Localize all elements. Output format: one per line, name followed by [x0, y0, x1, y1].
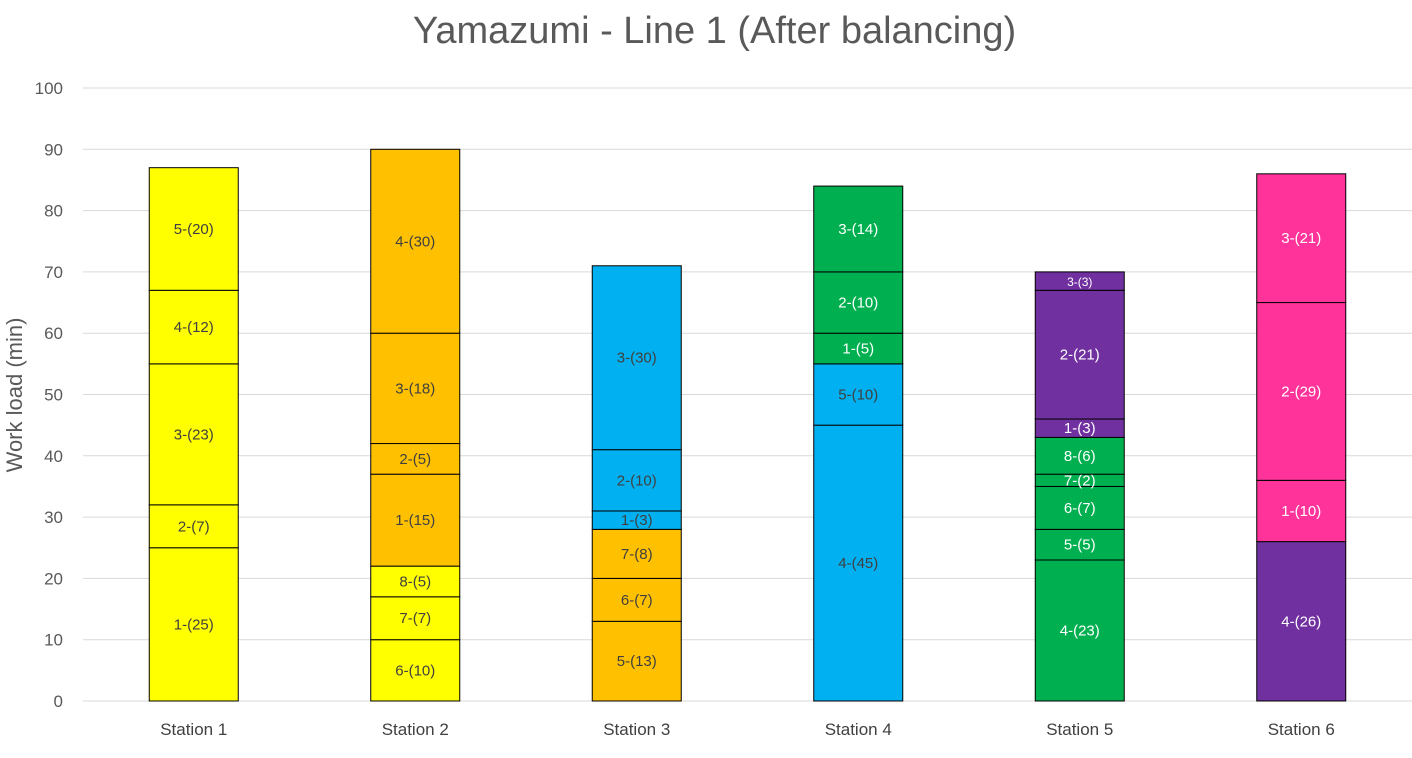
- bar-segment: [148, 363, 239, 506]
- segment-label: 4-(12): [174, 319, 214, 336]
- segment-label: 2-(10): [617, 472, 657, 489]
- bar-segment: [813, 271, 904, 334]
- segment-label: 2-(10): [838, 295, 878, 312]
- segment-label: 1-(10): [1281, 503, 1321, 520]
- bar-segment: [148, 167, 239, 291]
- bar-segment: [1034, 559, 1125, 702]
- y-tick-label: 70: [44, 263, 63, 282]
- segment-label: 1-(5): [842, 341, 874, 358]
- bar-segment: [1256, 302, 1347, 481]
- bar-segment: [148, 547, 239, 702]
- y-tick-label: 60: [44, 324, 63, 343]
- segment-label: 1-(3): [621, 512, 653, 529]
- segment-label: 3-(21): [1281, 230, 1321, 247]
- segment-label: 6-(7): [1064, 500, 1096, 517]
- bar-segment: [148, 289, 239, 365]
- stack-6: 4-(26) 1-(10) 2-(29) 3-(21): [1256, 173, 1347, 702]
- segment-label: 7-(8): [621, 546, 653, 563]
- bar-segment: [370, 596, 461, 641]
- segment-label: 4-(45): [838, 555, 878, 572]
- x-category-label: Station 6: [1268, 720, 1335, 739]
- segment-label: 3-(30): [617, 350, 657, 367]
- segment-label: 7-(2): [1064, 472, 1096, 489]
- bar-segment: [1256, 479, 1347, 543]
- segment-label: 5-(13): [617, 653, 657, 670]
- segment-label: 8-(5): [399, 573, 431, 590]
- segment-label: 2-(5): [399, 451, 431, 468]
- segment-label: 1-(3): [1064, 420, 1096, 437]
- segment-label: 8-(6): [1064, 448, 1096, 465]
- segment-label: 3-(3): [1067, 275, 1092, 289]
- bar-segment: [1256, 541, 1347, 702]
- y-tick-label: 0: [54, 692, 63, 711]
- bar-segment: [1034, 436, 1125, 475]
- y-tick-label: 80: [44, 202, 63, 221]
- stack-4: 4-(45) 5-(10) 1-(5) 2-(10) 3-(14): [813, 185, 904, 702]
- bar-segment: [591, 577, 682, 622]
- y-tick-label: 10: [44, 631, 63, 650]
- stack-2: 6-(10) 7-(7) 8-(5) 1-(15) 2-(5) 3-(18) 4-(30): [370, 148, 461, 702]
- segment-label: 4-(23): [1060, 623, 1100, 640]
- y-tick-label: 100: [35, 79, 63, 98]
- bar-segment: [370, 565, 461, 598]
- segment-label: 4-(26): [1281, 613, 1321, 630]
- stack-3: 5-(13) 6-(7) 7-(8) 1-(3) 2-(10) 3-(30): [591, 265, 682, 702]
- segment-label: 2-(29): [1281, 383, 1321, 400]
- bar-segment: [591, 265, 682, 451]
- stack-1: 1-(25) 2-(7) 3-(23) 4-(12) 5-(20): [148, 167, 239, 702]
- segment-label: 3-(18): [395, 380, 435, 397]
- segment-label: 2-(7): [178, 518, 210, 535]
- segment-label: 5-(20): [174, 221, 214, 238]
- bar-segment: [813, 185, 904, 273]
- bar-segment: [1034, 271, 1125, 291]
- bar-segment: [370, 332, 461, 445]
- x-category-label: Station 2: [382, 720, 449, 739]
- segment-label: 7-(7): [399, 610, 431, 627]
- y-tick-label: 90: [44, 140, 63, 159]
- bar-segment: [1034, 289, 1125, 420]
- chart-title: Yamazumi - Line 1 (After balancing): [412, 10, 1017, 52]
- segment-label: 4-(30): [395, 233, 435, 250]
- x-category-label: Station 3: [603, 720, 670, 739]
- bar-segment: [813, 363, 904, 426]
- bar-segment: [1256, 173, 1347, 304]
- segment-label: 6-(10): [395, 662, 435, 679]
- stack-5: 4-(23) 5-(5) 6-(7) 7-(2) 8-(6) 1-(3) 2-(21) 3-(…: [1034, 271, 1125, 702]
- bar-segment: [591, 620, 682, 702]
- segment-label: 5-(10): [838, 387, 878, 404]
- y-tick-label: 50: [44, 386, 63, 405]
- y-tick-label: 30: [44, 508, 63, 527]
- segment-label: 5-(5): [1064, 537, 1096, 554]
- bar-segment: [1034, 528, 1125, 561]
- y-tick-label: 20: [44, 569, 63, 588]
- bar-segment: [591, 528, 682, 579]
- stacked-bars: 1-(25) 2-(7) 3-(23) 4-(12) 5-(20) 6-(10) 7-(7)…: [148, 148, 1347, 702]
- segment-label: 6-(7): [621, 592, 653, 609]
- segment-label: 1-(25): [174, 616, 214, 633]
- x-category-label: Station 4: [825, 720, 892, 739]
- gridlines: [83, 87, 1412, 702]
- x-category-label: Station 1: [160, 720, 227, 739]
- bar-segment: [148, 504, 239, 549]
- segment-label: 3-(23): [174, 426, 214, 443]
- segment-label: 1-(15): [395, 512, 435, 529]
- segment-label: 2-(21): [1060, 347, 1100, 364]
- bar-segment: [813, 424, 904, 702]
- y-axis-ticks: 0 10 20 30 40 50 60 70 80 90 100: [35, 79, 63, 711]
- x-category-label: Station 5: [1046, 720, 1113, 739]
- bar-segment: [370, 639, 461, 702]
- y-axis-label: Work load (min): [2, 318, 27, 473]
- y-tick-label: 40: [44, 447, 63, 466]
- bar-segment: [370, 473, 461, 567]
- bar-segment: [370, 443, 461, 475]
- bar-segment: [1034, 485, 1125, 530]
- segment-label: 3-(14): [838, 221, 878, 238]
- bar-segment: [370, 148, 461, 334]
- bar-segment: [591, 449, 682, 512]
- x-axis-categories: Station 1 Station 2 Station 3 Station 4 Stat…: [160, 720, 1335, 739]
